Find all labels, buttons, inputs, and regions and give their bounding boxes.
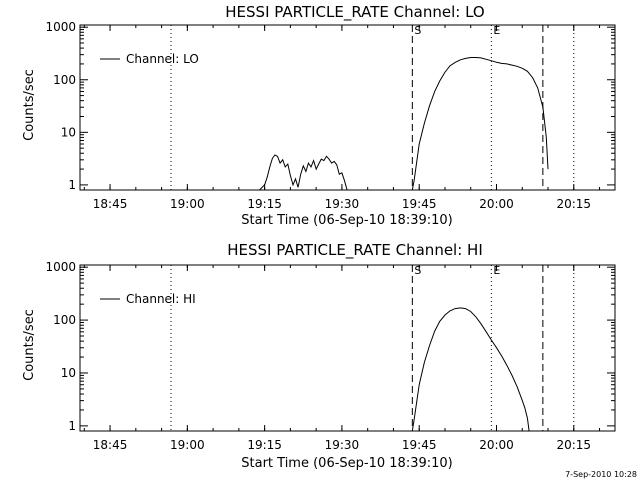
y-tick-label: 100 [53, 73, 76, 87]
x-tick-label: 19:00 [170, 438, 205, 452]
legend-label: Channel: HI [126, 292, 196, 306]
panel-hi-title: HESSI PARTICLE_RATE Channel: HI [227, 241, 483, 260]
start-marker-label: S [414, 264, 421, 277]
y-tick-label: 10 [61, 366, 76, 380]
series-line-hi [411, 307, 530, 432]
series-line-lo [259, 57, 549, 191]
x-tick-label: 19:30 [325, 197, 360, 211]
x-tick-label: 19:00 [170, 197, 205, 211]
x-tick-label: 19:30 [325, 438, 360, 452]
y-tick-label: 1000 [45, 260, 76, 274]
y-tick-label: 1000 [45, 20, 76, 34]
y-tick-label: 1 [68, 419, 76, 433]
legend-label: Channel: LO [126, 52, 199, 66]
panel-hi-ylabel: Counts/sec [22, 309, 37, 381]
y-tick-label: 10 [61, 125, 76, 139]
x-tick-label: 18:45 [93, 438, 128, 452]
x-tick-label: 18:45 [93, 197, 128, 211]
x-tick-label: 20:00 [479, 197, 514, 211]
x-tick-label: 19:45 [402, 197, 437, 211]
x-tick-label: 19:15 [247, 438, 282, 452]
y-tick-label: 1 [68, 178, 76, 192]
end-marker-label: E [493, 24, 500, 37]
x-tick-label: 20:15 [556, 438, 591, 452]
panel-lo-xlabel: Start Time (06-Sep-10 18:39:10) [241, 213, 452, 228]
panel-lo-ylabel: Counts/sec [22, 69, 37, 141]
y-tick-label: 100 [53, 313, 76, 327]
footer-timestamp: 7-Sep-2010 10:28 [565, 470, 637, 479]
x-tick-label: 20:00 [479, 438, 514, 452]
panel-lo-title: HESSI PARTICLE_RATE Channel: LO [225, 3, 484, 22]
x-tick-label: 19:45 [402, 438, 437, 452]
x-tick-label: 20:15 [556, 197, 591, 211]
x-tick-label: 19:15 [247, 197, 282, 211]
end-marker-label: E [493, 264, 500, 277]
panel-hi-xlabel: Start Time (06-Sep-10 18:39:10) [241, 456, 452, 471]
start-marker-label: S [414, 24, 421, 37]
